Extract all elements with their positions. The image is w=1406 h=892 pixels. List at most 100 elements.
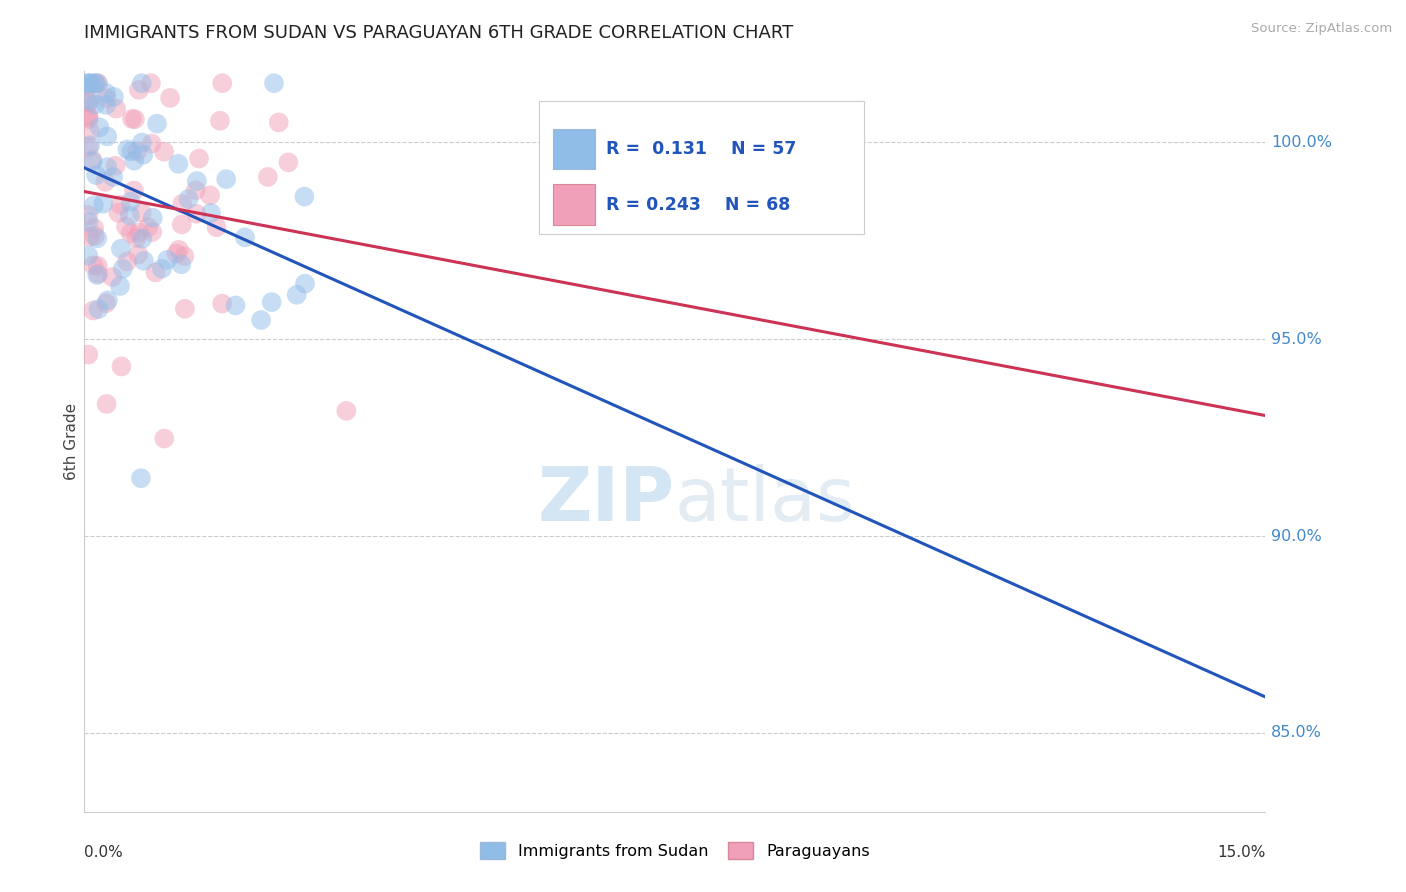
Point [77,95,100,109]
Point [77,78,100,93]
Point [136,220,159,235]
Point [335,404,357,418]
Point [103,90,125,104]
Point [110,242,132,256]
Point [128,226,150,240]
Point [94,98,117,112]
Point [208,113,231,128]
Point [94,296,117,310]
Point [142,211,165,225]
Point [132,147,155,161]
Point [256,169,278,184]
Point [84,168,107,182]
Point [84,97,107,112]
Point [124,112,146,127]
Point [79,124,101,138]
Point [77,249,100,263]
Point [167,157,190,171]
FancyBboxPatch shape [553,185,595,225]
Point [131,76,153,90]
Point [94,86,117,100]
Text: Source: ZipAtlas.com: Source: ZipAtlas.com [1251,22,1392,36]
Point [153,432,176,446]
Point [225,298,247,312]
Point [165,246,187,260]
Point [87,76,110,90]
Point [96,129,118,144]
Point [172,196,194,211]
Point [122,184,145,198]
Text: 90.0%: 90.0% [1271,529,1322,543]
Point [91,196,114,211]
Point [96,91,118,105]
Text: ZIP: ZIP [537,464,675,537]
Text: R =  0.131    N = 57: R = 0.131 N = 57 [606,140,797,158]
Point [117,142,139,156]
Point [120,226,142,240]
Point [188,152,211,166]
Point [77,76,100,90]
Point [159,91,181,105]
Point [198,188,221,202]
Point [94,175,117,189]
Point [277,155,299,169]
Point [84,76,107,90]
Point [129,471,152,485]
Point [150,261,173,276]
Point [121,112,143,126]
Point [132,253,155,268]
Point [122,153,145,168]
Point [260,295,283,310]
Point [263,76,285,90]
Point [79,229,101,244]
Point [211,296,233,310]
Point [89,120,111,135]
Point [292,189,315,203]
Point [110,359,132,374]
Point [127,247,149,261]
FancyBboxPatch shape [553,128,595,169]
Point [205,220,228,235]
Point [86,268,108,282]
Point [97,293,120,308]
Point [128,83,150,97]
Point [170,257,193,271]
Point [77,109,100,123]
Point [77,110,100,124]
Point [101,270,124,285]
Point [82,303,104,318]
Point [184,183,207,197]
Point [115,219,138,234]
Point [173,249,195,263]
Point [167,243,190,257]
Point [118,209,141,223]
Point [83,221,105,235]
Text: 100.0%: 100.0% [1271,135,1333,150]
Point [84,77,107,91]
Point [131,136,153,150]
Point [87,259,110,273]
FancyBboxPatch shape [538,101,863,235]
Point [82,153,104,167]
Point [200,206,222,220]
Point [87,302,110,317]
Point [83,198,105,212]
Point [145,265,167,279]
Point [96,397,118,411]
Text: atlas: atlas [675,464,856,537]
Point [77,76,100,90]
Point [107,206,129,220]
Point [101,169,124,184]
Point [86,76,108,90]
Point [170,218,193,232]
Point [233,230,256,244]
Point [156,252,179,267]
Point [294,277,316,291]
Point [108,279,131,293]
Point [131,232,153,246]
Point [79,138,101,153]
Point [96,160,118,174]
Text: 0.0%: 0.0% [84,845,124,860]
Point [146,117,169,131]
Legend: Immigrants from Sudan, Paraguayans: Immigrants from Sudan, Paraguayans [479,842,870,859]
